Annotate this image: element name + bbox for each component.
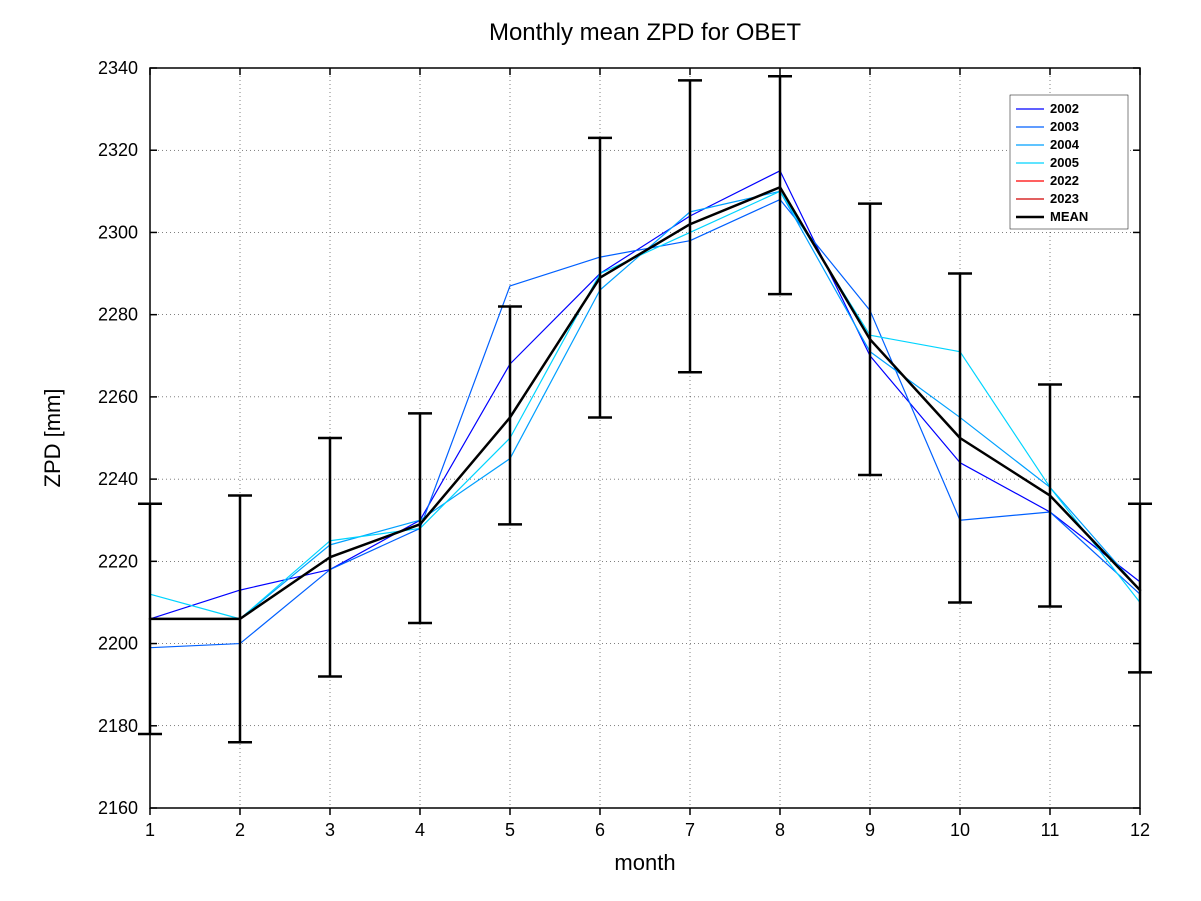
ytick-label: 2300 — [98, 222, 138, 242]
ytick-label: 2220 — [98, 551, 138, 571]
ytick-label: 2260 — [98, 387, 138, 407]
xtick-label: 3 — [325, 820, 335, 840]
legend-label: 2004 — [1050, 137, 1080, 152]
chart-title: Monthly mean ZPD for OBET — [489, 19, 801, 46]
ytick-label: 2180 — [98, 716, 138, 736]
ytick-label: 2200 — [98, 634, 138, 654]
ytick-label: 2340 — [98, 58, 138, 78]
legend-label: MEAN — [1050, 209, 1088, 224]
xtick-label: 4 — [415, 820, 425, 840]
xtick-label: 11 — [1041, 820, 1060, 840]
ytick-label: 2280 — [98, 305, 138, 325]
legend-label: 2003 — [1050, 119, 1079, 134]
xtick-label: 6 — [595, 820, 605, 840]
ytick-label: 2160 — [98, 798, 138, 818]
legend-label: 2005 — [1050, 155, 1079, 170]
xtick-label: 12 — [1130, 820, 1150, 840]
ytick-label: 2240 — [98, 469, 138, 489]
legend-label: 2002 — [1050, 101, 1079, 116]
y-axis-label: ZPD [mm] — [40, 389, 65, 488]
xtick-label: 1 — [145, 820, 155, 840]
xtick-label: 7 — [685, 820, 695, 840]
legend-label: 2023 — [1050, 191, 1079, 206]
chart-container: 1234567891011122160218022002220224022602… — [0, 0, 1201, 901]
xtick-label: 5 — [505, 820, 515, 840]
xtick-label: 2 — [235, 820, 245, 840]
x-axis-label: month — [614, 850, 675, 875]
chart-svg: 1234567891011122160218022002220224022602… — [0, 0, 1201, 901]
xtick-label: 9 — [865, 820, 875, 840]
xtick-label: 8 — [775, 820, 785, 840]
legend-label: 2022 — [1050, 173, 1079, 188]
xtick-label: 10 — [950, 820, 970, 840]
ytick-label: 2320 — [98, 140, 138, 160]
